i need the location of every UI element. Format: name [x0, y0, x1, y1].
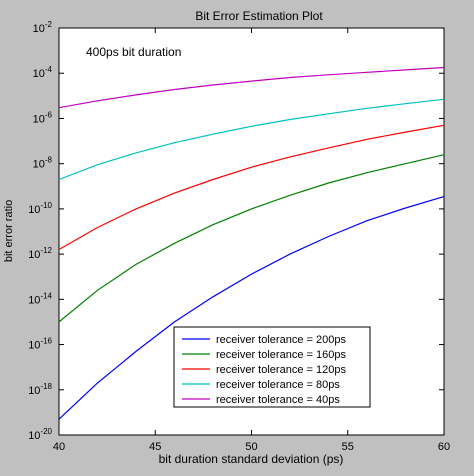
- series-line-2: [58, 124, 445, 251]
- y-axis-label: bit error ratio: [3, 200, 15, 262]
- y-tick-base: 10: [28, 294, 40, 306]
- legend-label: receiver tolerance = 200ps: [216, 334, 346, 346]
- legend-label: receiver tolerance = 120ps: [216, 364, 346, 376]
- x-axis-label: bit duration standard deviation (ps): [159, 452, 344, 466]
- y-tick-exponent: -18: [40, 382, 52, 391]
- y-tick-exponent: -4: [45, 65, 53, 74]
- y-tick-label: 10-16: [28, 337, 52, 352]
- x-axis-ticks: 40 45 50 55 60: [53, 28, 450, 453]
- legend-box: [173, 326, 371, 408]
- x-tick-label: 55: [342, 441, 354, 453]
- y-tick-exponent: -14: [40, 291, 52, 300]
- y-axis-ticks: 10-210-410-610-810-1010-1210-1410-1610-1…: [28, 20, 444, 442]
- y-tick-label: 10-2: [33, 20, 53, 35]
- legend-label: receiver tolerance = 160ps: [216, 349, 346, 361]
- series-line-0: [58, 196, 445, 420]
- y-tick-exponent: -2: [45, 20, 53, 29]
- y-tick-label: 10-12: [28, 246, 52, 261]
- chart-title: Bit Error Estimation Plot: [195, 9, 323, 23]
- x-tick-label: 45: [149, 441, 161, 453]
- y-tick-base: 10: [33, 113, 45, 125]
- y-tick-label: 10-4: [33, 65, 53, 80]
- y-tick-base: 10: [28, 249, 40, 261]
- y-tick-exponent: -20: [40, 427, 52, 436]
- y-tick-label: 10-6: [33, 110, 53, 125]
- y-tick-label: 10-20: [28, 427, 52, 442]
- legend-label: receiver tolerance = 80ps: [216, 379, 340, 391]
- legend-label: receiver tolerance = 40ps: [216, 394, 340, 406]
- y-tick-label: 10-8: [33, 156, 53, 171]
- y-tick-base: 10: [28, 430, 40, 442]
- y-tick-base: 10: [33, 23, 45, 35]
- y-tick-base: 10: [28, 204, 40, 216]
- series-lines: [58, 66, 445, 420]
- y-tick-label: 10-14: [28, 291, 52, 306]
- y-tick-label: 10-10: [28, 201, 52, 216]
- y-tick-label: 10-18: [28, 382, 52, 397]
- y-tick-base: 10: [33, 68, 45, 80]
- y-tick-exponent: -16: [40, 337, 52, 346]
- y-tick-base: 10: [33, 159, 45, 171]
- y-tick-base: 10: [28, 385, 40, 397]
- series-line-3: [58, 98, 445, 181]
- series-line-4: [58, 66, 445, 109]
- y-tick-exponent: -10: [40, 201, 52, 210]
- x-tick-label: 50: [245, 441, 257, 453]
- series-line-1: [58, 154, 445, 323]
- x-tick-label: 60: [438, 441, 450, 453]
- y-tick-exponent: -6: [45, 110, 53, 119]
- x-tick-label: 40: [53, 441, 65, 453]
- y-tick-exponent: -8: [45, 156, 53, 165]
- legend: receiver tolerance = 200ps receiver toler…: [173, 326, 371, 408]
- y-tick-exponent: -12: [40, 246, 52, 255]
- annotation-text: 400ps bit duration: [86, 45, 181, 59]
- y-tick-base: 10: [28, 340, 40, 352]
